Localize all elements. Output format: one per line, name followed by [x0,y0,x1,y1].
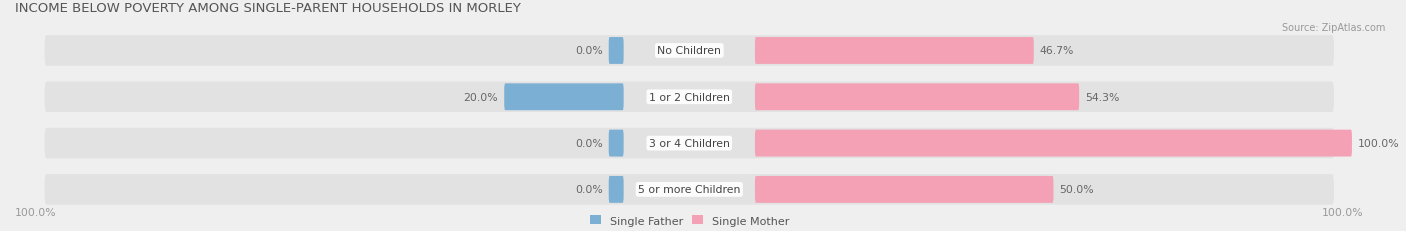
Text: 54.3%: 54.3% [1085,92,1119,102]
FancyBboxPatch shape [755,84,1080,111]
FancyBboxPatch shape [45,128,1334,159]
FancyBboxPatch shape [755,176,1053,203]
Text: INCOME BELOW POVERTY AMONG SINGLE-PARENT HOUSEHOLDS IN MORLEY: INCOME BELOW POVERTY AMONG SINGLE-PARENT… [14,2,520,15]
FancyBboxPatch shape [45,36,1334,67]
FancyBboxPatch shape [609,176,624,203]
Text: 3 or 4 Children: 3 or 4 Children [648,139,730,149]
FancyBboxPatch shape [755,38,1033,65]
Text: 20.0%: 20.0% [464,92,498,102]
FancyBboxPatch shape [609,130,624,157]
Text: 5 or more Children: 5 or more Children [638,185,741,195]
Text: 0.0%: 0.0% [575,46,603,56]
Text: 100.0%: 100.0% [14,207,56,217]
Text: No Children: No Children [658,46,721,56]
FancyBboxPatch shape [505,84,624,111]
Legend: Single Father, Single Mother: Single Father, Single Mother [585,211,793,230]
Text: 0.0%: 0.0% [575,185,603,195]
FancyBboxPatch shape [45,82,1334,112]
Text: 50.0%: 50.0% [1059,185,1094,195]
Text: 0.0%: 0.0% [575,139,603,149]
Text: Source: ZipAtlas.com: Source: ZipAtlas.com [1281,23,1385,33]
FancyBboxPatch shape [755,130,1353,157]
Text: 100.0%: 100.0% [1358,139,1399,149]
Text: 46.7%: 46.7% [1039,46,1074,56]
Text: 1 or 2 Children: 1 or 2 Children [648,92,730,102]
Text: 100.0%: 100.0% [1322,207,1364,217]
FancyBboxPatch shape [609,38,624,65]
FancyBboxPatch shape [45,174,1334,205]
